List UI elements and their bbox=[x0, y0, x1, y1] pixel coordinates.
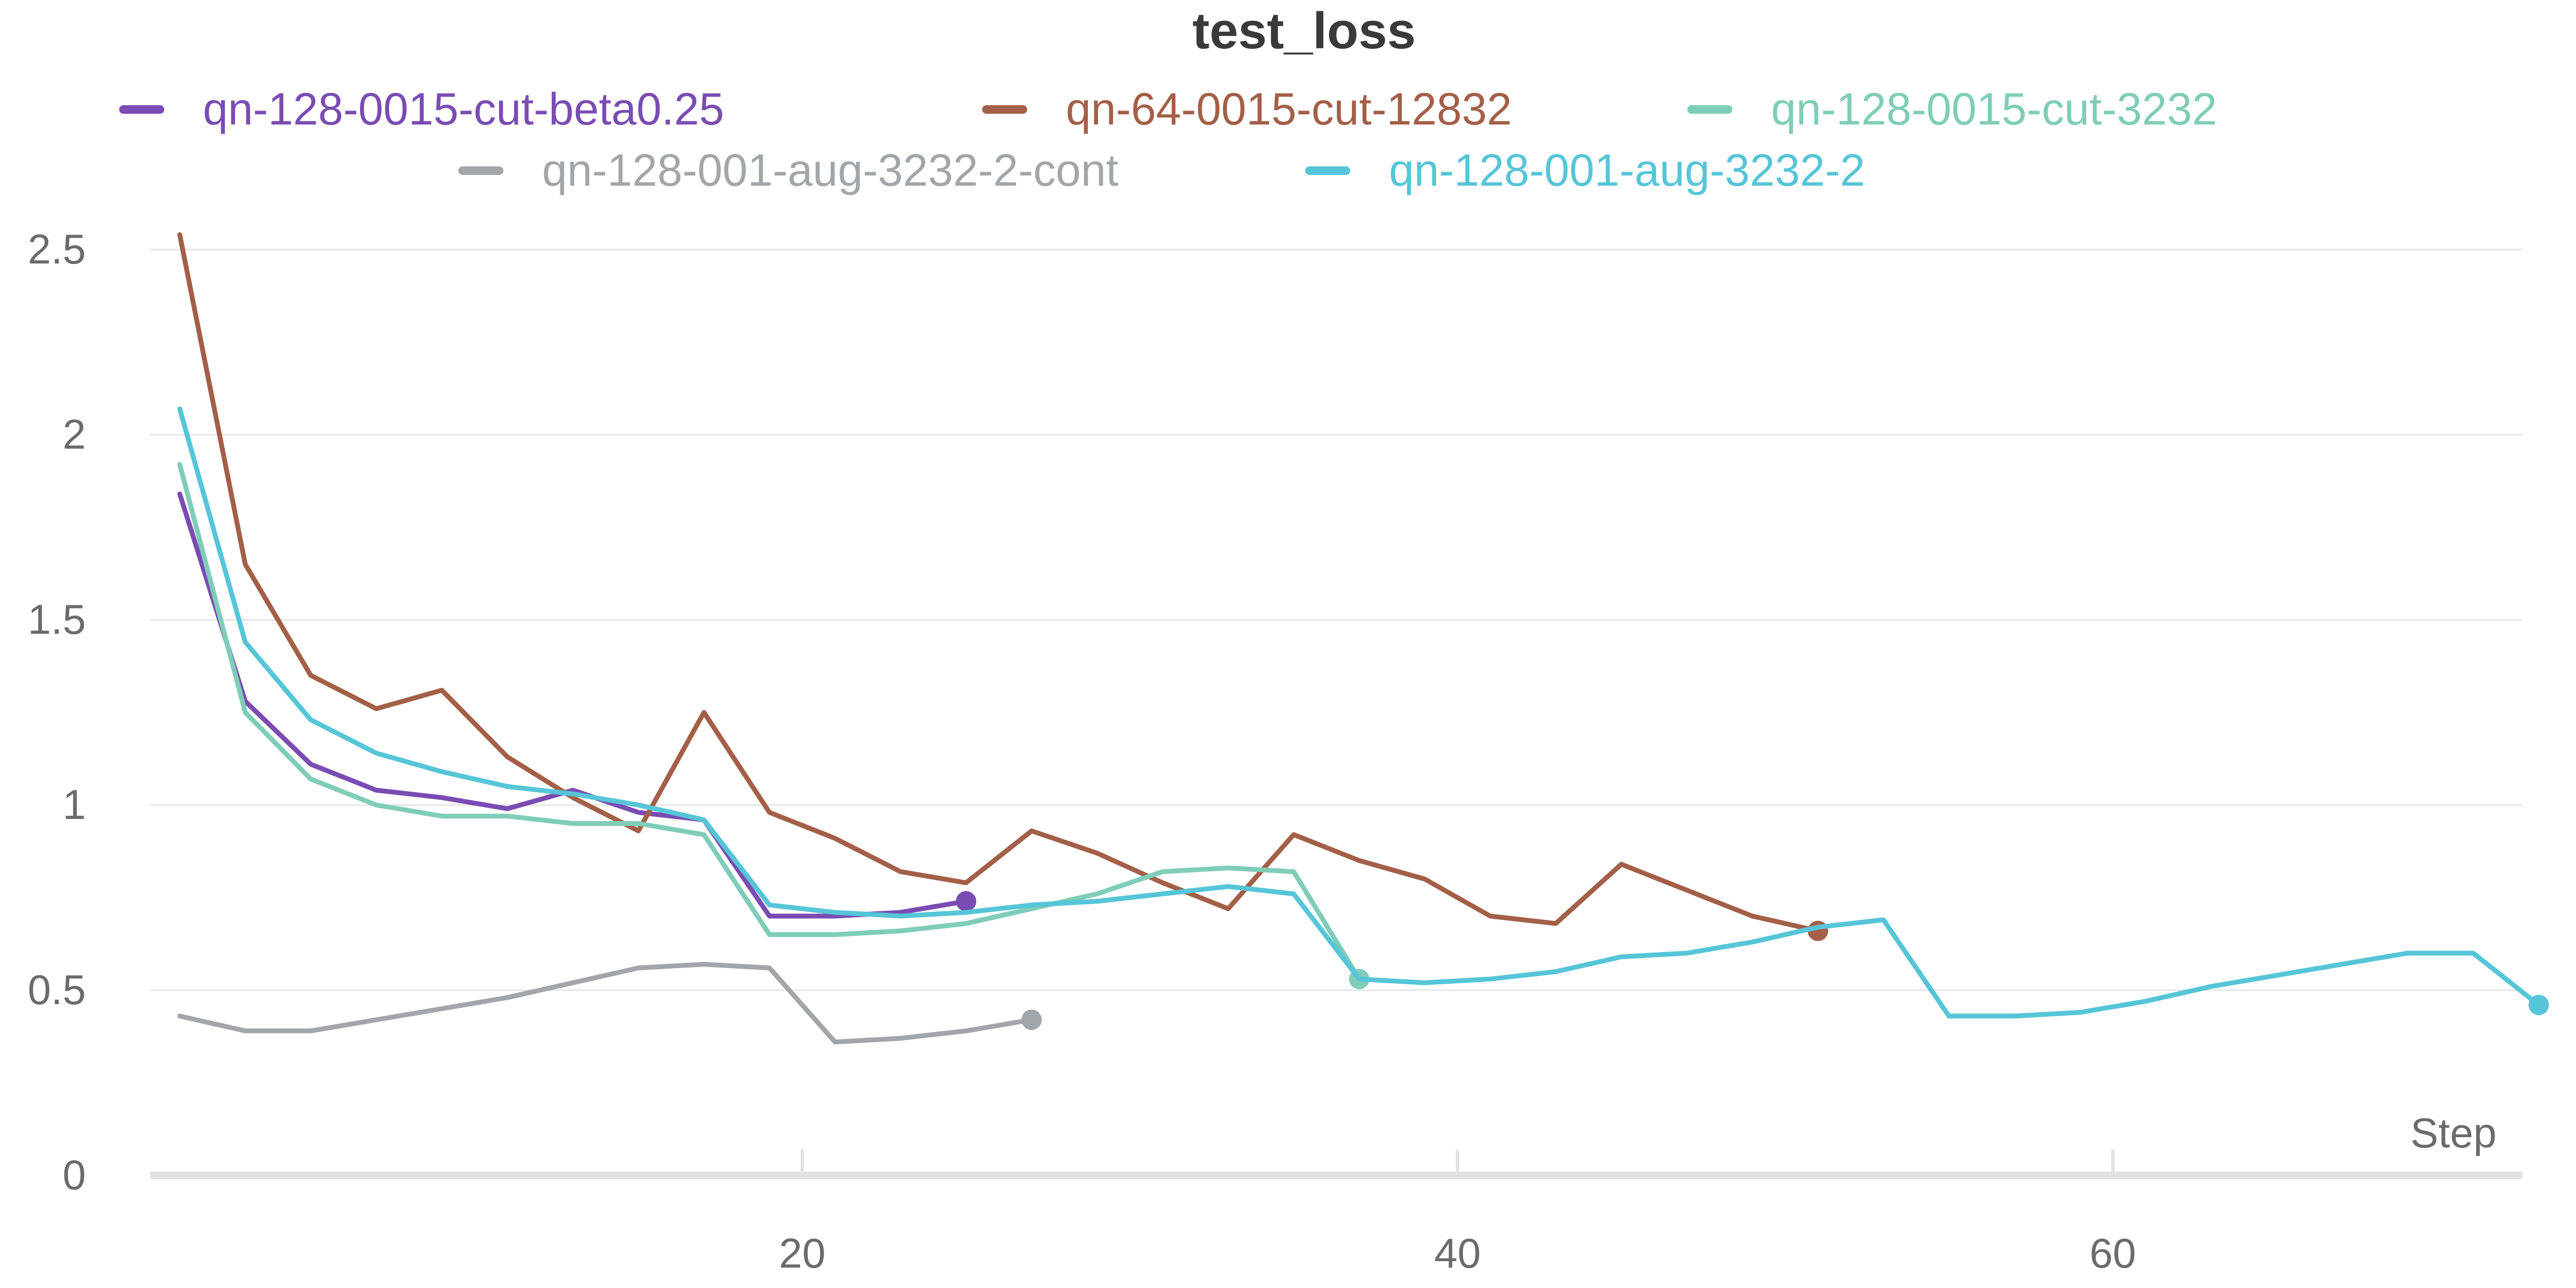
axes: 20 40 60 bbox=[150, 1150, 2522, 1277]
series-end-point-3 bbox=[1021, 1009, 1042, 1030]
series-line-3 bbox=[177, 962, 1034, 1045]
series-line-1 bbox=[177, 232, 1820, 934]
legend-item-3[interactable]: qn-128-001-aug-3232-2-cont bbox=[458, 145, 1118, 195]
legend-label: qn-64-0015-cut-12832 bbox=[1066, 84, 1512, 134]
legend-label: qn-128-001-aug-3232-2 bbox=[1389, 145, 1865, 195]
chart-title: test_loss bbox=[1192, 2, 1416, 60]
y-tick-label: 2 bbox=[63, 411, 86, 458]
y-tick-label: 2.5 bbox=[28, 225, 86, 273]
y-tick-label: 0 bbox=[63, 1151, 86, 1198]
legend-label: qn-128-001-aug-3232-2-cont bbox=[542, 145, 1118, 195]
legend: qn-128-0015-cut-beta0.25 qn-64-0015-cut-1… bbox=[119, 84, 2217, 195]
y-tick-label: 1.5 bbox=[28, 596, 86, 643]
x-tick-label: 40 bbox=[1435, 1230, 1481, 1277]
series-line-4 bbox=[177, 406, 2541, 1019]
legend-item-4[interactable]: qn-128-001-aug-3232-2 bbox=[1305, 145, 1865, 195]
legend-label: qn-128-0015-cut-beta0.25 bbox=[203, 84, 724, 134]
x-tick-label: 60 bbox=[2089, 1230, 2136, 1277]
legend-item-0[interactable]: qn-128-0015-cut-beta0.25 bbox=[119, 84, 724, 134]
series-lines bbox=[177, 232, 2549, 1045]
x-tick-label: 20 bbox=[779, 1230, 826, 1277]
series-end-point-4 bbox=[2528, 994, 2549, 1015]
y-tick-label: 1 bbox=[63, 781, 86, 828]
series-line-0 bbox=[177, 491, 969, 919]
legend-label: qn-128-0015-cut-3232 bbox=[1771, 84, 2217, 134]
x-axis-label: Step bbox=[2411, 1109, 2497, 1157]
y-tick-label: 0.5 bbox=[28, 966, 86, 1013]
series-end-point-0 bbox=[956, 891, 977, 912]
series-line-2 bbox=[177, 462, 1362, 982]
legend-item-1[interactable]: qn-64-0015-cut-12832 bbox=[982, 84, 1512, 134]
legend-item-2[interactable]: qn-128-0015-cut-3232 bbox=[1687, 84, 2217, 134]
gridlines: 0 0.5 1 1.5 2 2.5 bbox=[28, 225, 2522, 1198]
